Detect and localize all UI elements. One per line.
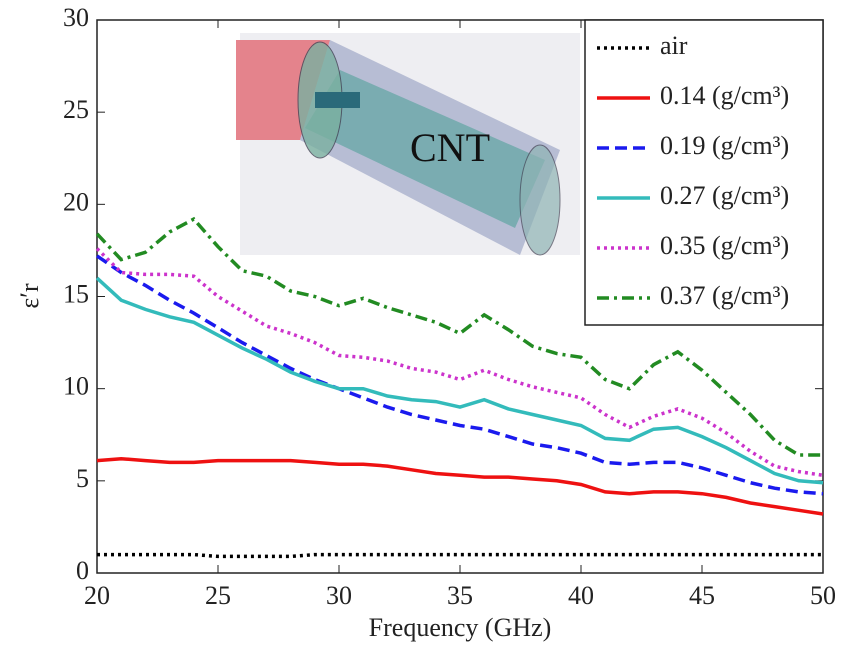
x-tick-label: 50 <box>810 581 836 610</box>
legend-box <box>584 19 824 326</box>
y-axis-label: ε′r <box>15 283 44 309</box>
legend-label: 0.27 (g/cm³) <box>660 181 789 210</box>
x-tick-label: 45 <box>689 581 715 610</box>
x-tick-label: 35 <box>447 581 473 610</box>
inset-image: CNT <box>236 33 580 256</box>
series-line <box>95 247 824 478</box>
y-tick-label: 0 <box>76 556 89 585</box>
x-tick-label: 25 <box>205 581 231 610</box>
y-tick-label: 15 <box>63 279 89 308</box>
series-line <box>95 216 823 457</box>
x-tick-label: 40 <box>568 581 594 610</box>
inset-label: CNT <box>410 125 490 170</box>
y-tick-label: 25 <box>63 95 89 124</box>
legend-label: 0.19 (g/cm³) <box>660 131 789 160</box>
series-line <box>96 456 824 516</box>
series-line <box>97 552 823 559</box>
series-line <box>95 276 824 485</box>
x-axis-label: Frequency (GHz) <box>369 613 552 642</box>
y-tick-label: 5 <box>76 464 89 493</box>
series-line <box>96 254 824 496</box>
legend-label: air <box>660 31 688 60</box>
inset-inner-cylinder <box>305 70 545 228</box>
legend-label: 0.35 (g/cm³) <box>660 231 789 260</box>
y-tick-label: 20 <box>63 187 89 216</box>
inset-probe <box>315 92 360 108</box>
legend-label: 0.37 (g/cm³) <box>660 281 789 310</box>
legend-label: 0.14 (g/cm³) <box>660 81 789 110</box>
x-tick-label: 20 <box>84 581 110 610</box>
y-tick-label: 30 <box>63 3 89 32</box>
inset-far-disc <box>519 144 561 256</box>
legend: air 0.14 (g/cm³) 0.19 (g/cm³) 0.27 (g/cm³) 0… <box>584 19 824 326</box>
y-tick-label: 10 <box>63 372 89 401</box>
x-tick-label: 30 <box>326 581 352 610</box>
